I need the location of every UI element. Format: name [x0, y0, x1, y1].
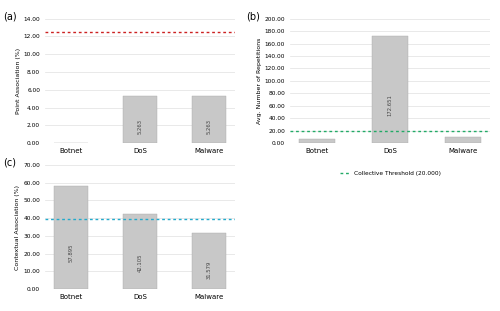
- Text: (c): (c): [3, 157, 16, 167]
- Y-axis label: Avg. Number of Repetitions: Avg. Number of Repetitions: [256, 38, 262, 124]
- Y-axis label: Point Association (%): Point Association (%): [16, 48, 20, 114]
- Bar: [122, 96, 158, 143]
- Text: (a): (a): [3, 11, 17, 21]
- Y-axis label: Contextual Association (%): Contextual Association (%): [16, 184, 20, 270]
- Text: 172.651: 172.651: [388, 95, 392, 116]
- Bar: [54, 186, 88, 289]
- Text: 5.263: 5.263: [138, 119, 142, 134]
- Bar: [299, 139, 336, 143]
- Text: 31.579: 31.579: [206, 260, 212, 279]
- Bar: [372, 36, 408, 143]
- Bar: [192, 96, 226, 143]
- Legend: Collective Threshold (20.000): Collective Threshold (20.000): [337, 168, 443, 178]
- Text: 42.105: 42.105: [138, 254, 142, 272]
- Bar: [444, 137, 481, 143]
- Bar: [122, 214, 158, 289]
- Text: (b): (b): [246, 11, 260, 21]
- Text: 57.895: 57.895: [68, 244, 73, 262]
- Legend: Point Threshold (12.500%): Point Threshold (12.500%): [92, 168, 188, 178]
- Bar: [192, 233, 226, 289]
- Text: 5.263: 5.263: [206, 119, 212, 134]
